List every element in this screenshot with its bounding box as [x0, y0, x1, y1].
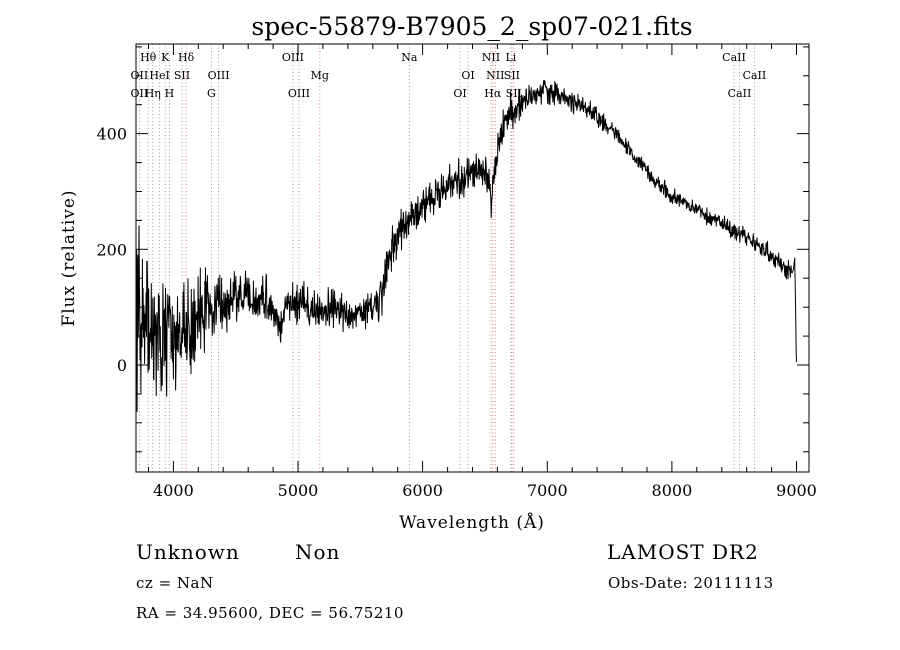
line-label: CaII	[728, 87, 752, 100]
spectrum-line	[135, 80, 797, 412]
line-label: SII	[174, 69, 190, 82]
line-label: NII	[486, 69, 504, 82]
line-label: OIII	[282, 51, 304, 64]
line-label: Na	[401, 51, 418, 64]
line-label: Hα	[484, 87, 502, 100]
line-label: OI	[461, 69, 474, 82]
line-label: NII	[482, 51, 500, 64]
redshift-label: cz = NaN	[136, 574, 214, 592]
obs-date-label: Obs-Date: 20111113	[608, 574, 774, 592]
axis-ticks: 4000 5000 6000 7000 8000 9000 0 200 400	[96, 44, 817, 500]
chart-title: spec-55879-B7905_2_sp07-021.fits	[251, 12, 692, 41]
x-axis-label: Wavelength (Å)	[399, 512, 545, 533]
line-label: HeI	[149, 69, 169, 82]
line-label: Hδ	[178, 51, 195, 64]
spectrum-series	[135, 80, 797, 412]
line-label: OII	[131, 87, 149, 100]
line-label: CaII	[722, 51, 746, 64]
x-tick-label: 6000	[402, 481, 443, 500]
line-label: OI	[453, 87, 466, 100]
line-label: Hη	[145, 87, 161, 100]
x-tick-label: 4000	[153, 481, 194, 500]
line-label: Hθ	[140, 51, 157, 64]
x-tick-label: 8000	[652, 481, 693, 500]
line-label: SII	[504, 69, 520, 82]
line-label: H	[165, 87, 175, 100]
class-label: Unknown	[136, 540, 240, 564]
line-label: CaII	[743, 69, 767, 82]
survey-label: LAMOST DR2	[607, 540, 759, 564]
spectral-line-markers	[138, 44, 755, 472]
line-label: K	[161, 51, 170, 64]
line-label: G	[207, 87, 216, 100]
subclass-label: Non	[295, 540, 341, 564]
y-tick-label: 400	[96, 125, 127, 144]
y-tick-label: 0	[117, 356, 127, 375]
line-label: Mg	[311, 69, 329, 82]
line-label: OIII	[288, 87, 310, 100]
x-tick-label: 5000	[278, 481, 319, 500]
plot-frame	[135, 43, 810, 473]
line-label: OIII	[208, 69, 230, 82]
line-label: Li	[505, 51, 516, 64]
line-label: SII	[506, 87, 522, 100]
x-tick-label: 7000	[527, 481, 568, 500]
y-axis-label: Flux (relative)	[59, 189, 79, 326]
y-tick-label: 200	[96, 240, 127, 259]
x-tick-label: 9000	[776, 481, 817, 500]
coordinates-label: RA = 34.95600, DEC = 56.75210	[136, 604, 404, 622]
